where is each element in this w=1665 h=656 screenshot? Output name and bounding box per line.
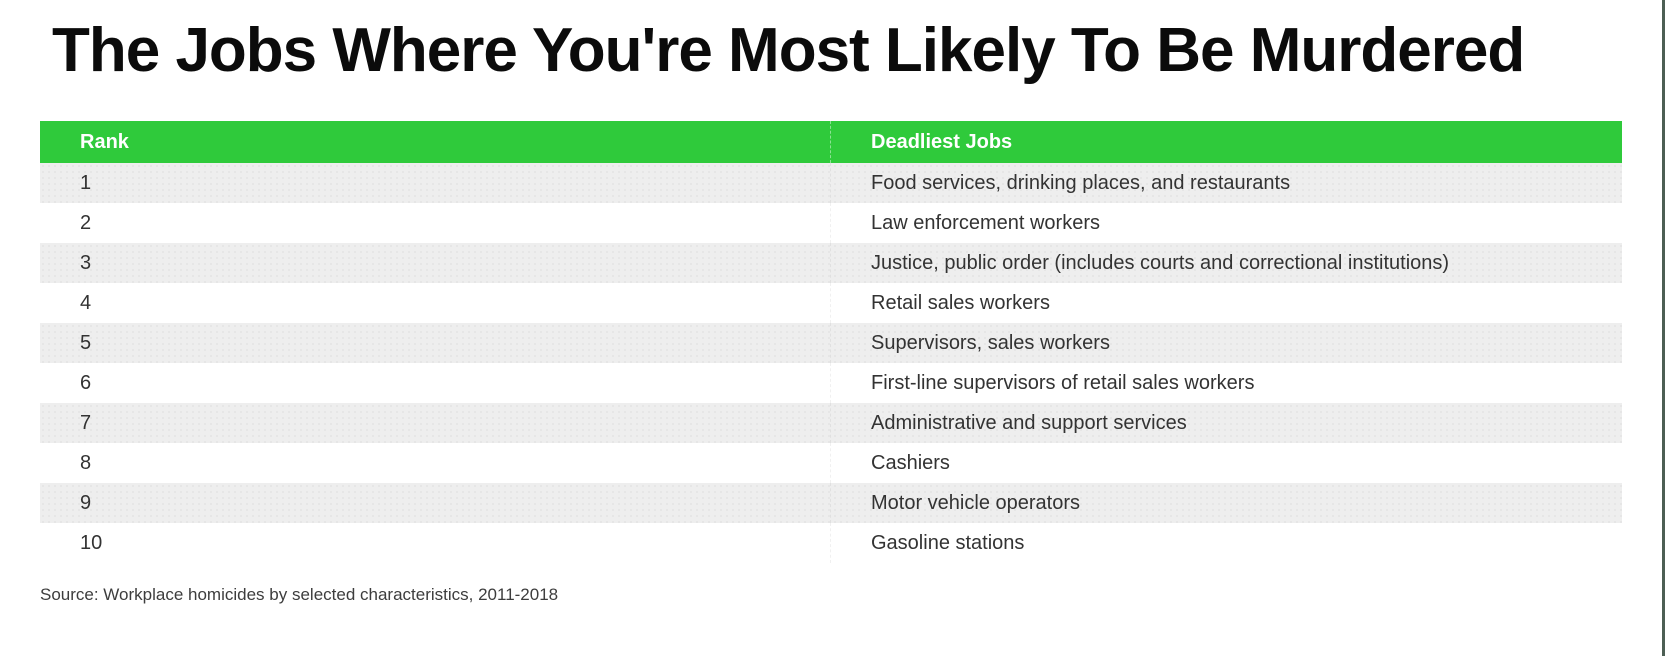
job-cell: Motor vehicle operators bbox=[830, 483, 1622, 523]
rank-cell: 7 bbox=[80, 411, 92, 434]
column-header-rank: Rank bbox=[80, 130, 129, 153]
rank-cell: 1 bbox=[80, 171, 92, 194]
rank-cell: 10 bbox=[80, 531, 103, 554]
table-row: 9 Motor vehicle operators bbox=[40, 483, 1622, 523]
job-cell: Gasoline stations bbox=[830, 523, 1622, 563]
column-header-deadliest-jobs: Deadliest Jobs bbox=[830, 121, 1622, 163]
job-cell: Law enforcement workers bbox=[830, 203, 1622, 243]
job-cell: Supervisors, sales workers bbox=[830, 323, 1622, 363]
job-cell: Justice, public order (includes courts a… bbox=[830, 243, 1622, 283]
job-cell: Cashiers bbox=[830, 443, 1622, 483]
table-row: 10 Gasoline stations bbox=[40, 523, 1622, 563]
page-title: The Jobs Where You're Most Likely To Be … bbox=[52, 16, 1525, 85]
table-row: 8 Cashiers bbox=[40, 443, 1622, 483]
table-row: 7 Administrative and support services bbox=[40, 403, 1622, 443]
job-cell: Administrative and support services bbox=[830, 403, 1622, 443]
table-row: 2 Law enforcement workers bbox=[40, 203, 1622, 243]
rank-cell: 9 bbox=[80, 491, 92, 514]
window-right-edge-line bbox=[1662, 0, 1665, 656]
table-row: 3 Justice, public order (includes courts … bbox=[40, 243, 1622, 283]
rank-cell: 5 bbox=[80, 331, 92, 354]
rank-cell: 4 bbox=[80, 291, 92, 314]
table-row: 5 Supervisors, sales workers bbox=[40, 323, 1622, 363]
job-cell: Retail sales workers bbox=[830, 283, 1622, 323]
rank-cell: 2 bbox=[80, 211, 92, 234]
rank-cell: 6 bbox=[80, 371, 92, 394]
rank-cell: 8 bbox=[80, 451, 92, 474]
deadliest-jobs-table: Rank Deadliest Jobs 1 Food services, drin… bbox=[40, 121, 1622, 563]
table-body: 1 Food services, drinking places, and res… bbox=[40, 163, 1622, 563]
table-row: 1 Food services, drinking places, and res… bbox=[40, 163, 1622, 203]
job-cell: Food services, drinking places, and rest… bbox=[830, 163, 1622, 203]
job-cell: First-line supervisors of retail sales w… bbox=[830, 363, 1622, 403]
table-row: 4 Retail sales workers bbox=[40, 283, 1622, 323]
rank-cell: 3 bbox=[80, 251, 92, 274]
table-row: 6 First-line supervisors of retail sales … bbox=[40, 363, 1622, 403]
source-note: Source: Workplace homicides by selected … bbox=[40, 585, 559, 604]
table-header-row: Rank Deadliest Jobs bbox=[40, 121, 1622, 163]
